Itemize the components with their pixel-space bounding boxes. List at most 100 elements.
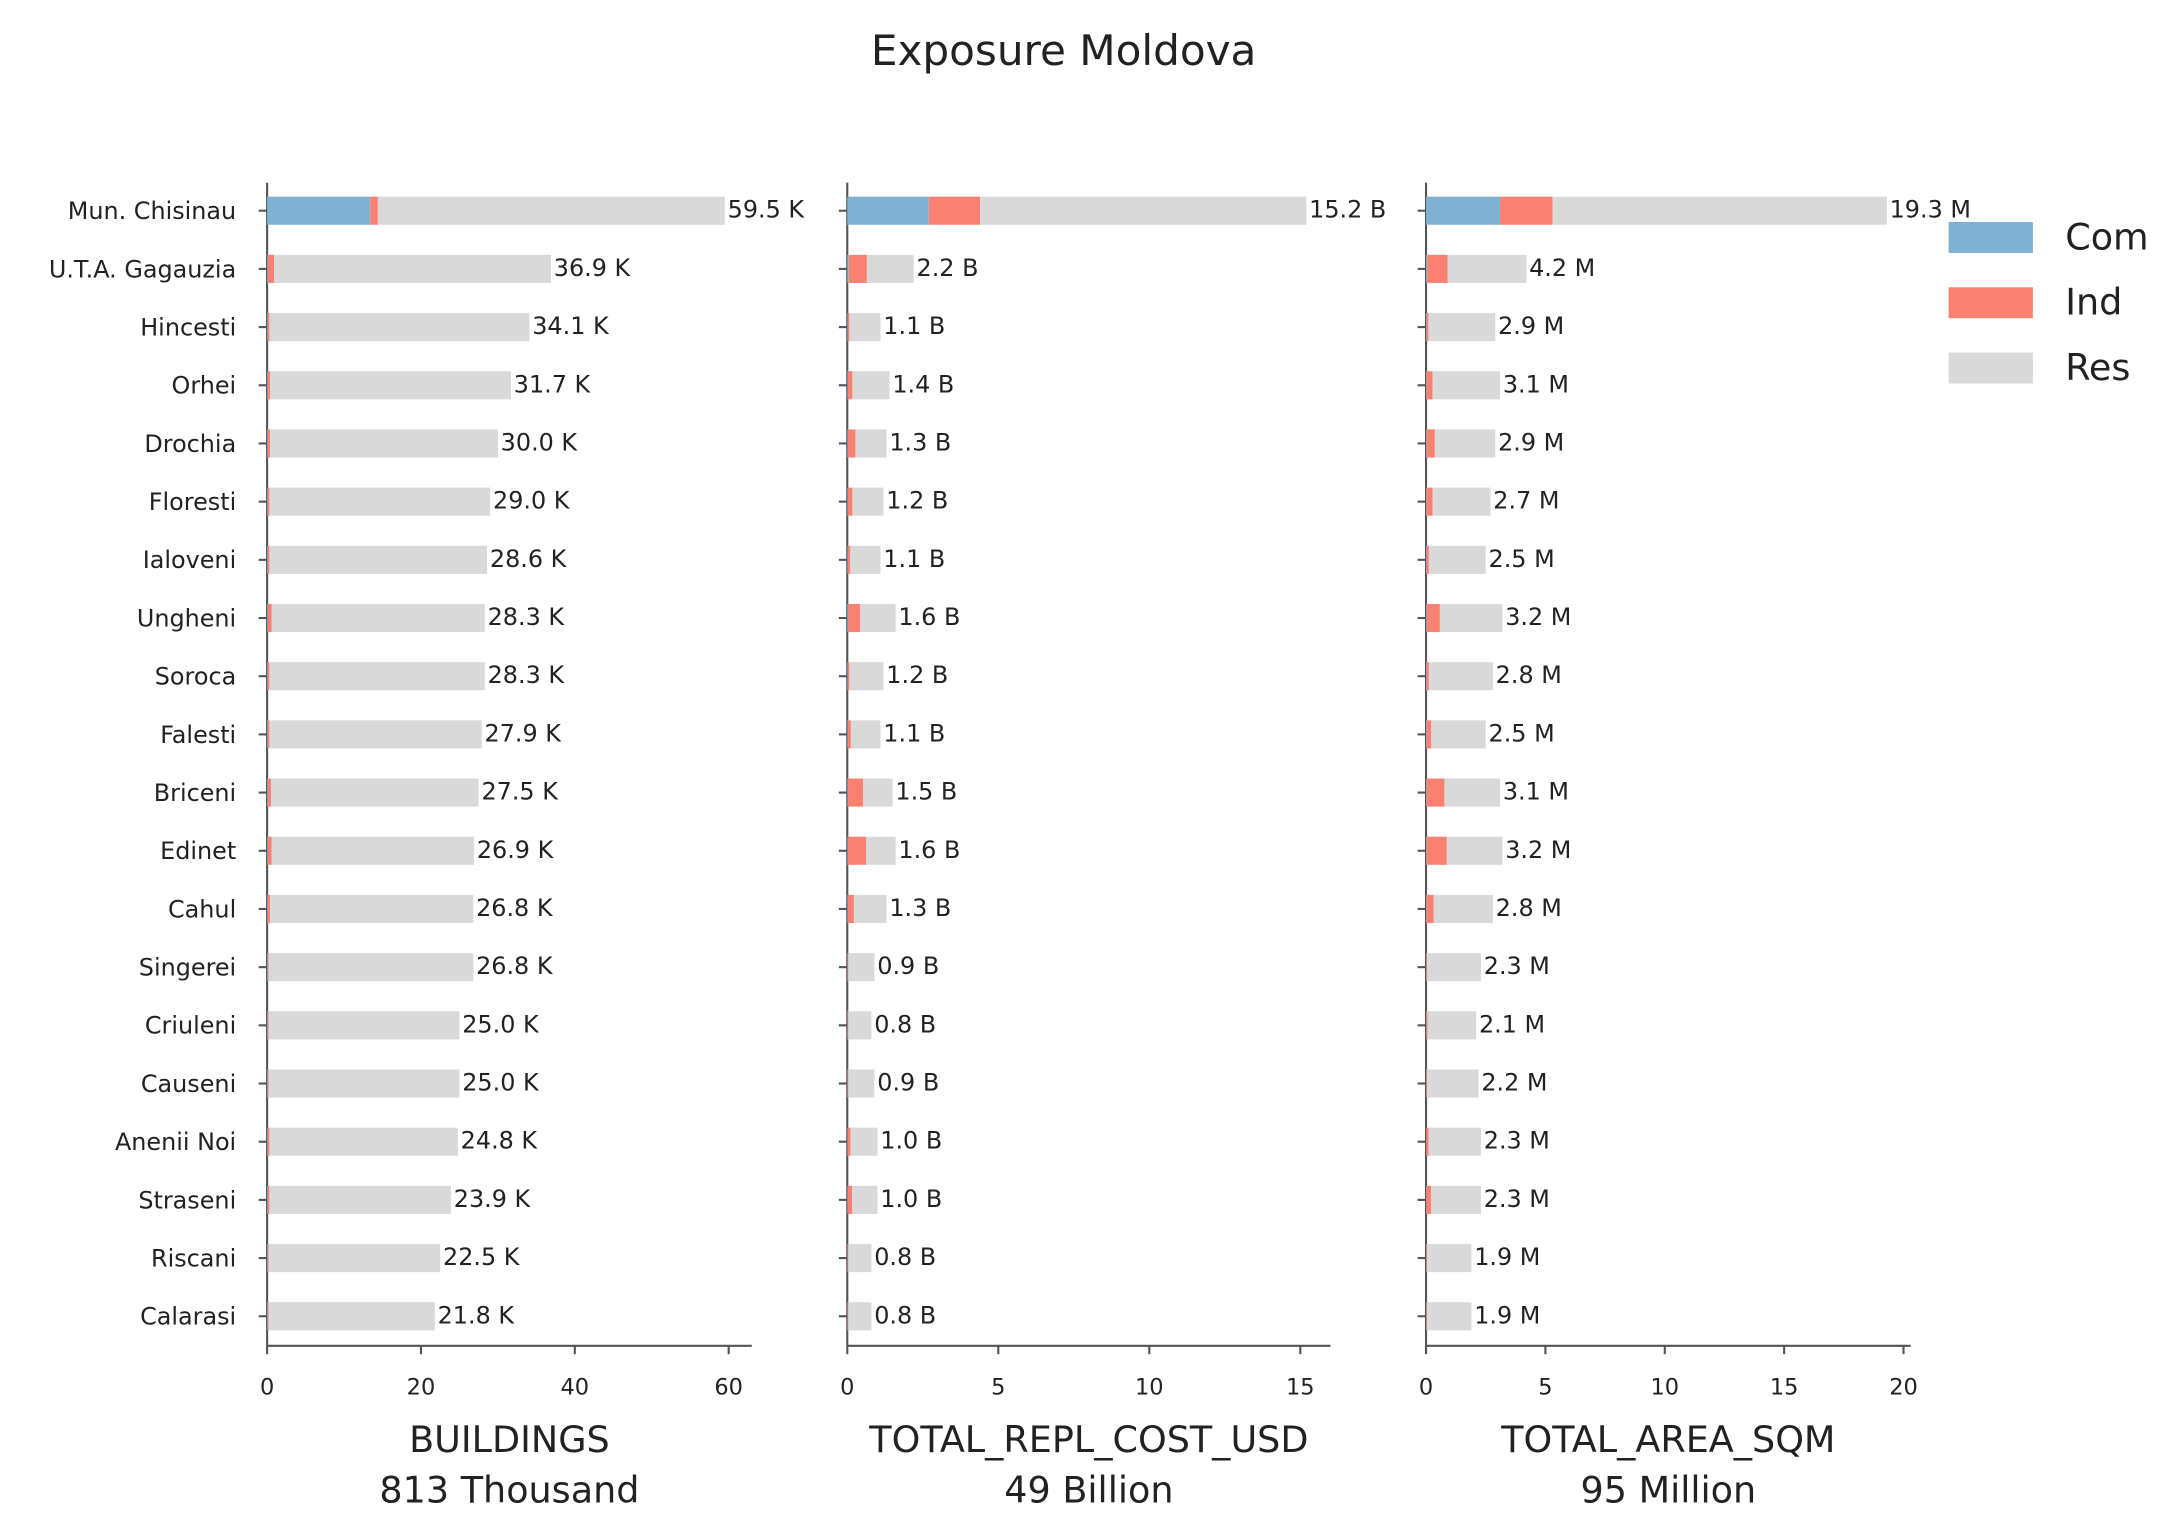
bar-segment	[847, 545, 848, 574]
bar-segment	[269, 487, 491, 516]
total-label: 3.2 M	[1505, 836, 1571, 864]
bar-segment	[267, 720, 268, 749]
category-label: Criuleni	[145, 1012, 236, 1040]
total-label: 1.1 B	[883, 545, 945, 573]
bar-segment	[848, 254, 867, 283]
category-label: Mun. Chisinau	[68, 197, 236, 225]
bar-segment	[267, 429, 268, 458]
bar-segment	[267, 662, 270, 691]
bar-segment	[1447, 254, 1527, 283]
category-label: Orhei	[172, 372, 237, 400]
bar-segment	[1426, 836, 1447, 865]
bar-segment	[267, 1244, 268, 1273]
total-label: 22.5 K	[443, 1243, 521, 1271]
total-label: 3.1 M	[1503, 370, 1569, 398]
total-label: 30.0 K	[501, 428, 579, 456]
bar-segment	[853, 894, 887, 924]
bar-segment	[267, 720, 270, 749]
bar-segment	[1426, 487, 1433, 516]
bar-segment	[1427, 254, 1448, 283]
total-label: 21.8 K	[438, 1301, 516, 1329]
x-axis-subtitle: 95 Million	[1581, 1468, 1757, 1511]
bar-segment	[271, 836, 475, 865]
bar-segment	[1426, 894, 1434, 924]
total-label: 34.1 K	[532, 312, 610, 340]
total-label: 1.6 B	[898, 836, 960, 864]
bar-segment	[267, 836, 272, 865]
total-label: 2.5 M	[1489, 719, 1555, 747]
bar-segment	[1426, 429, 1435, 458]
bar-segment	[267, 313, 268, 342]
total-label: 25.0 K	[462, 1010, 540, 1038]
bar-segment	[1426, 603, 1440, 633]
bar-segment	[847, 836, 866, 865]
category-label: Cahul	[168, 895, 236, 923]
total-label: 27.9 K	[485, 719, 563, 747]
bar-segment	[847, 953, 849, 982]
bar-segment	[847, 1069, 849, 1098]
bar-segment	[269, 313, 530, 342]
bar-segment	[1431, 720, 1486, 749]
bar-segment	[1426, 1069, 1427, 1098]
bar-segment	[1426, 1011, 1428, 1040]
bar-segment	[267, 1069, 269, 1098]
bar-segment	[847, 313, 848, 342]
bar-segment	[267, 1302, 268, 1331]
total-label: 2.8 M	[1496, 894, 1562, 922]
bar-segment	[1427, 1011, 1477, 1040]
bar-segment	[1426, 313, 1429, 342]
total-label: 1.0 B	[880, 1127, 942, 1155]
category-label: Anenii Noi	[115, 1128, 236, 1156]
x-tick-label: 5	[991, 1374, 1005, 1400]
chart-title: Exposure Moldova	[871, 26, 1256, 75]
total-label: 1.9 M	[1474, 1243, 1540, 1271]
bar-segment	[855, 429, 887, 458]
bar-segment	[847, 720, 851, 749]
legend-swatch	[1948, 221, 2033, 253]
category-label: Drochia	[144, 430, 236, 458]
legend-label: Res	[2065, 346, 2130, 389]
bar-segment	[267, 894, 268, 924]
legend-label: Ind	[2065, 281, 2122, 324]
bar-segment	[850, 1127, 878, 1156]
bar-segment	[1428, 545, 1486, 574]
bar-segment	[847, 603, 849, 633]
x-tick-label: 20	[407, 1374, 436, 1400]
total-label: 59.5 K	[728, 196, 806, 224]
total-label: 1.1 B	[883, 719, 945, 747]
bar-segment	[847, 1127, 851, 1156]
bar-segment	[267, 953, 268, 982]
bar-segment	[267, 1069, 268, 1098]
bar-segment	[1426, 1185, 1432, 1214]
bar-segment	[268, 1302, 435, 1331]
total-label: 1.4 B	[892, 370, 954, 398]
bar-segment	[270, 894, 474, 924]
bar-segment	[267, 371, 268, 400]
bar-segment	[1426, 196, 1501, 225]
bar-segment	[270, 778, 479, 807]
total-label: 25.0 K	[462, 1069, 540, 1097]
bar-segment	[847, 429, 848, 458]
bar-segment	[847, 662, 850, 691]
bar-segment	[1432, 371, 1501, 400]
total-label: 1.2 B	[886, 661, 948, 689]
bar-segment	[268, 1244, 441, 1273]
total-label: 26.9 K	[477, 836, 555, 864]
total-label: 15.2 B	[1309, 196, 1386, 224]
total-label: 1.9 M	[1474, 1301, 1540, 1329]
bar-segment	[274, 254, 551, 283]
bar-segment	[847, 778, 863, 807]
total-label: 1.1 B	[883, 312, 945, 340]
bar-segment	[269, 720, 482, 749]
bar-segment	[980, 196, 1307, 225]
bar-segment	[850, 720, 881, 749]
bar-segment	[848, 603, 861, 633]
category-label: Ungheni	[137, 604, 236, 632]
bar-segment	[1426, 1127, 1429, 1156]
total-label: 2.1 M	[1479, 1010, 1545, 1038]
total-label: 28.3 K	[488, 661, 566, 689]
total-label: 23.9 K	[454, 1185, 532, 1213]
bar-segment	[1446, 836, 1503, 865]
bar-segment	[267, 894, 271, 924]
bar-segment	[860, 603, 896, 633]
